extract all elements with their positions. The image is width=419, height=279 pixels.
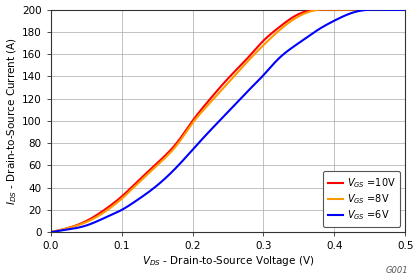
Text: G001: G001	[386, 266, 409, 275]
Y-axis label: $I_{DS}$ - Drain-to-Source Current (A): $I_{DS}$ - Drain-to-Source Current (A)	[5, 37, 19, 205]
X-axis label: $V_{DS}$ - Drain-to-Source Voltage (V): $V_{DS}$ - Drain-to-Source Voltage (V)	[142, 254, 314, 268]
Legend: $V_{GS}$ =10V, $V_{GS}$ =8V, $V_{GS}$ =6V: $V_{GS}$ =10V, $V_{GS}$ =8V, $V_{GS}$ =6…	[323, 171, 400, 227]
